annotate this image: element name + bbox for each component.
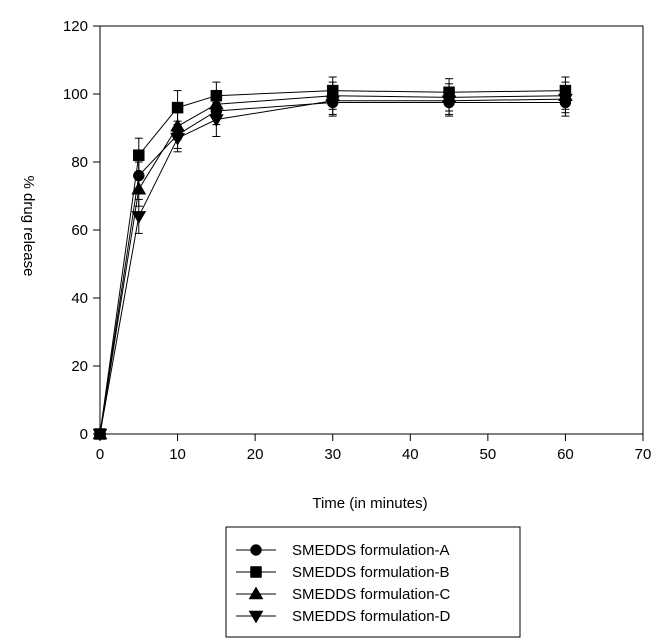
series-d [92,85,573,442]
y-axis-title: % drug release [20,176,37,277]
data-point [557,93,573,107]
data-point [208,114,224,127]
series-c [92,81,573,440]
legend-marker [250,566,262,578]
series-line [99,102,566,435]
y-tick-label: 100 [63,86,88,103]
data-point [441,95,457,109]
series-b [94,76,572,440]
x-tick-label: 0 [96,446,104,463]
legend-item: SMEDDS formulation-B [236,564,450,581]
data-point [131,211,147,224]
series-a [94,88,572,440]
x-tick-label: 40 [402,446,419,463]
data-point [131,181,147,195]
legend-marker [250,544,262,556]
data-point [133,149,145,161]
x-tick-label: 30 [324,446,341,463]
y-tick-label: 80 [71,154,88,171]
x-tick-label: 20 [247,446,264,463]
x-tick-label: 10 [169,446,186,463]
y-tick-label: 40 [71,290,88,307]
legend-item: SMEDDS formulation-C [236,586,451,603]
series-line [99,98,566,435]
x-axis-title: Time (in minutes) [312,495,427,512]
x-tick-label: 60 [557,446,574,463]
y-tick-label: 60 [71,222,88,239]
legend-marker [248,610,264,624]
legend-label: SMEDDS formulation-D [292,608,451,625]
series-line [99,90,566,435]
data-point [171,101,184,114]
y-tick-label: 20 [71,358,88,375]
legend-box [225,526,521,638]
y-tick-label: 120 [63,18,88,35]
y-tick-label: 0 [80,426,88,443]
legend-label: SMEDDS formulation-C [292,586,451,603]
data-point [325,95,341,109]
x-tick-label: 50 [480,446,497,463]
series-line [99,95,566,435]
data-point [92,428,108,442]
legend-item: SMEDDS formulation-A [236,542,450,559]
data-point [170,132,186,146]
legend-item: SMEDDS formulation-D [236,608,451,625]
legend-label: SMEDDS formulation-A [292,542,450,559]
legend-marker [248,586,264,600]
legend: SMEDDS formulation-A SMEDDS formulation-B… [225,526,521,638]
x-tick-label: 70 [635,446,652,463]
legend-label: SMEDDS formulation-B [292,564,450,581]
